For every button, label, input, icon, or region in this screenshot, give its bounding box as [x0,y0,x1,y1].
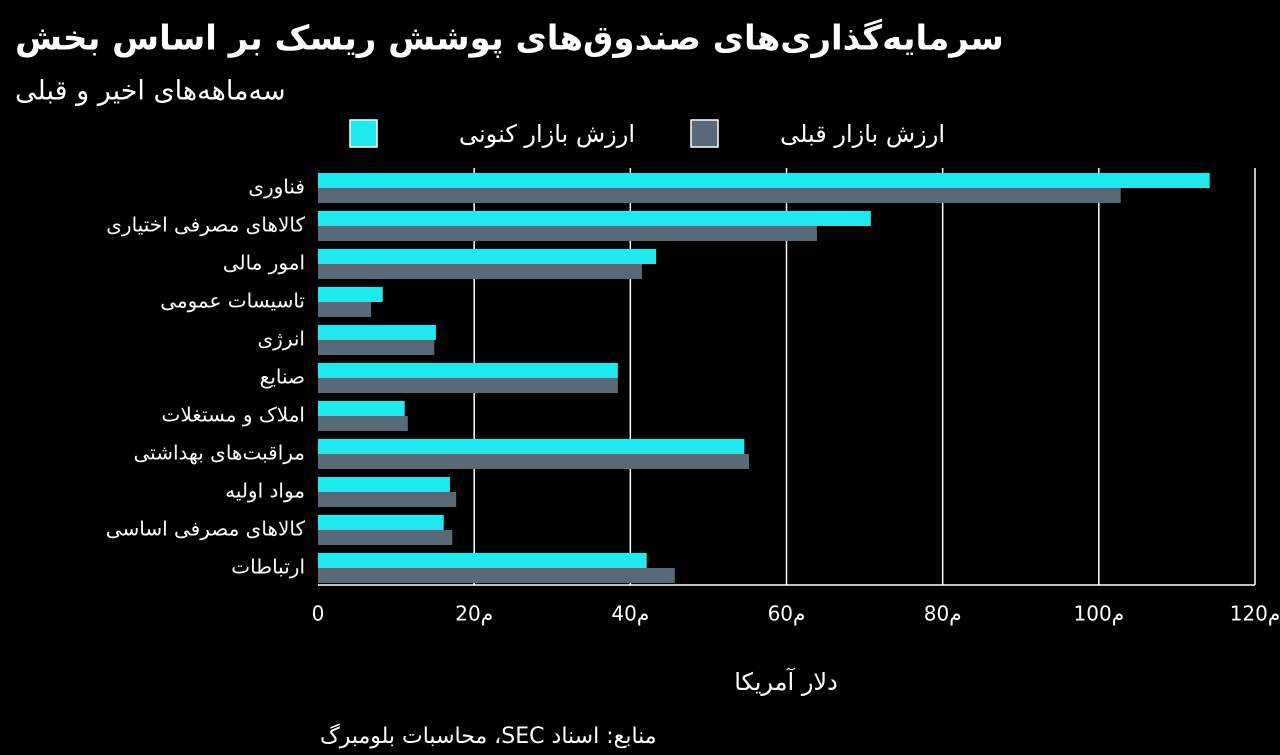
bar [318,287,383,302]
bar [318,340,435,355]
bar [318,188,1121,203]
y-tick-label: کالاهای مصرفی اختیاری [106,213,305,237]
chart-subtitle: سه‌ماهه‌های اخیر و قبلی [15,76,286,107]
y-tick-label: تاسیسات عمومی [160,289,305,313]
legend-label: ارزش بازار قبلی [780,120,945,148]
y-tick-label: مراقبت‌های بهداشتی [134,441,306,465]
x-axis-label: دلار آمریکا [734,667,838,696]
x-tick-label: 60م [768,602,806,626]
y-tick-label: مواد اولیه [225,479,305,503]
y-tick-label: امور مالی [223,251,305,275]
x-tick-label: 0 [312,602,325,626]
legend-swatch [349,119,378,148]
x-tick-label: 80م [924,602,962,626]
bar [318,553,647,568]
bar [318,173,1210,188]
bar [318,226,817,241]
y-tick-label: صنایع [260,365,305,389]
bar [318,492,457,507]
y-tick-label: کالاهای مصرفی اساسی [106,517,306,541]
legend-swatch [690,119,719,148]
bar [318,416,408,431]
bar [318,363,618,378]
bar [318,302,372,317]
bar [318,401,405,416]
bar [318,325,436,340]
y-tick-label: املاک و مستغلات [162,403,305,427]
x-tick-label: 20م [455,602,493,626]
bar [318,439,745,454]
bar [318,530,453,545]
source: منابع: اسناد SEC، محاسبات بلومبرگ [320,723,657,749]
y-tick-label: فناوری [248,175,305,199]
chart-title: سرمایه‌گذاری‌های صندوق‌های پوشش ریسک بر … [15,19,1004,59]
bar [318,568,675,583]
x-tick-label: 100م [1074,602,1125,626]
x-tick-label: 120م [1230,602,1280,626]
x-tick-label: 40م [611,602,649,626]
bar [318,515,444,530]
legend-label: ارزش بازار کنونی [459,120,635,148]
bar [318,454,750,469]
bar [318,378,618,393]
y-tick-label: انرژی [258,327,305,351]
bar [318,211,871,226]
bar [318,264,643,279]
bar [318,477,450,492]
bar [318,249,657,264]
y-tick-label: ارتباطات [231,555,305,579]
